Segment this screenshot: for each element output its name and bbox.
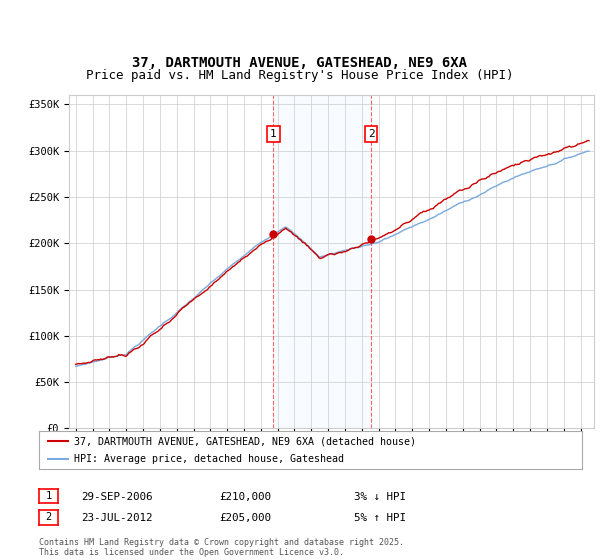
Text: 5% ↑ HPI: 5% ↑ HPI [354, 513, 406, 523]
Text: 37, DARTMOUTH AVENUE, GATESHEAD, NE9 6XA: 37, DARTMOUTH AVENUE, GATESHEAD, NE9 6XA [133, 55, 467, 69]
Text: Contains HM Land Registry data © Crown copyright and database right 2025.
This d: Contains HM Land Registry data © Crown c… [39, 538, 404, 557]
Text: 29-SEP-2006: 29-SEP-2006 [81, 492, 152, 502]
Bar [274, 95, 371, 428]
Text: Price paid vs. HM Land Registry's House Price Index (HPI): Price paid vs. HM Land Registry's House … [86, 69, 514, 82]
Text: 2: 2 [46, 512, 52, 522]
Text: 2: 2 [368, 129, 374, 139]
Text: £210,000: £210,000 [219, 492, 271, 502]
Text: 37, DARTMOUTH AVENUE, GATESHEAD, NE9 6XA (detached house): 37, DARTMOUTH AVENUE, GATESHEAD, NE9 6XA… [74, 436, 416, 446]
Text: 1: 1 [270, 129, 277, 139]
Text: £205,000: £205,000 [219, 513, 271, 523]
Text: 1: 1 [46, 491, 52, 501]
Text: 3% ↓ HPI: 3% ↓ HPI [354, 492, 406, 502]
Text: 23-JUL-2012: 23-JUL-2012 [81, 513, 152, 523]
Text: HPI: Average price, detached house, Gateshead: HPI: Average price, detached house, Gate… [74, 454, 344, 464]
